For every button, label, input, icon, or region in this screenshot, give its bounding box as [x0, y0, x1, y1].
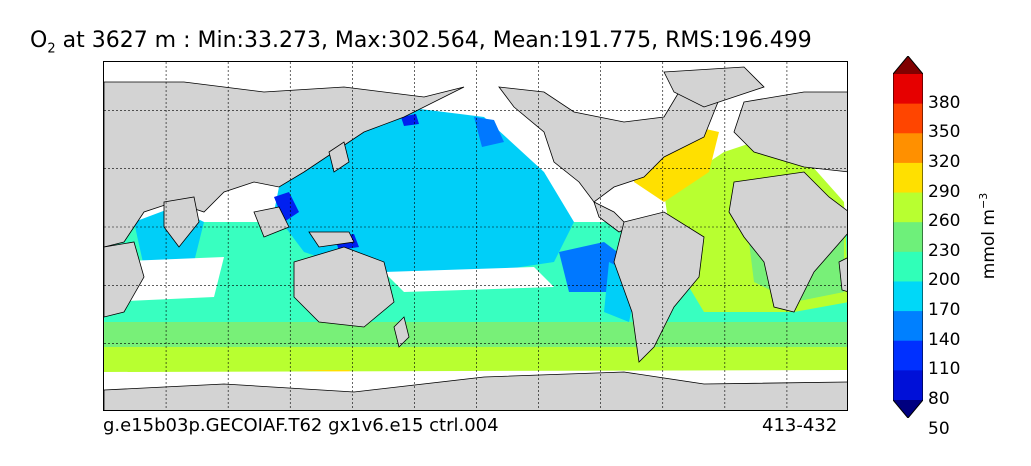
- colorbar: [893, 56, 923, 418]
- land-japan: [328, 141, 350, 173]
- colorbar-under-triangle: [893, 400, 923, 418]
- land-antarctica: [104, 371, 847, 410]
- land-madagascar: [838, 257, 847, 292]
- land-africa-east: [104, 241, 145, 318]
- colorbar-tick-label: 260: [928, 211, 961, 232]
- land-australia: [293, 246, 395, 328]
- colorbar-segment: [893, 162, 923, 194]
- title-stats: at 3627 m : Min:33.273, Max:302.564, Mea…: [55, 28, 812, 53]
- colorbar-segment: [893, 192, 923, 223]
- land-greenland: [663, 66, 765, 108]
- land-new-guinea: [308, 231, 355, 248]
- colorbar-tick-label: 170: [928, 300, 961, 321]
- colorbar-segment: [893, 251, 923, 282]
- colorbar-segment: [893, 103, 923, 134]
- colorbar-tick-label: 230: [928, 240, 961, 261]
- colorbar-segment: [893, 281, 923, 312]
- colorbar-segment: [893, 340, 923, 371]
- title-variable-subscript: 2: [47, 41, 56, 57]
- map-panel: [103, 61, 848, 411]
- colorbar-tick-label: 50: [928, 418, 950, 439]
- map-title: O2 at 3627 m : Min:33.273, Max:302.564, …: [30, 28, 812, 56]
- colorbar-tick-label: 110: [928, 359, 961, 380]
- colorbar-segment: [893, 74, 923, 105]
- land-new-zealand: [393, 316, 410, 348]
- colorbar-tick-label: 290: [928, 181, 961, 202]
- colorbar-tick-label: 200: [928, 270, 961, 291]
- colorbar-segment: [893, 222, 923, 253]
- land-south-america: [613, 211, 705, 363]
- colorbar-tick-label: 80: [928, 389, 950, 409]
- colorbar-segment: [893, 370, 923, 401]
- colorbar-tick-label: 350: [928, 122, 961, 143]
- colorbar-tick-label: 140: [928, 329, 961, 350]
- units-main: mmol m: [978, 209, 999, 280]
- land-africa: [728, 171, 847, 313]
- colorbar-segment: [893, 133, 923, 164]
- colorbar-tick-label: 320: [928, 151, 961, 172]
- field-80-indonesia: [274, 192, 299, 222]
- graticule: [104, 62, 847, 410]
- colorbar-over-triangle: [893, 56, 923, 74]
- field-110-nw: [474, 117, 504, 147]
- field-230-antarctic: [104, 350, 847, 370]
- colorbar-segment: [893, 311, 923, 342]
- colorbar-units: mmol m−3: [977, 193, 999, 279]
- experiment-label: g.e15b03p.GECOIAF.T62 gx1v6.e15 ctrl.004: [103, 415, 499, 436]
- years-label: 413-432: [762, 415, 838, 436]
- land: [104, 66, 847, 410]
- missing-eq-pacific: [384, 267, 554, 292]
- land-india: [163, 196, 200, 248]
- colorbar-tick-label: 380: [928, 92, 961, 113]
- ocean-oxygen-map: [104, 62, 847, 410]
- land-europe: [733, 91, 847, 173]
- units-exponent: −3: [977, 192, 991, 209]
- title-variable: O: [30, 28, 48, 53]
- land-north-america: [498, 86, 725, 203]
